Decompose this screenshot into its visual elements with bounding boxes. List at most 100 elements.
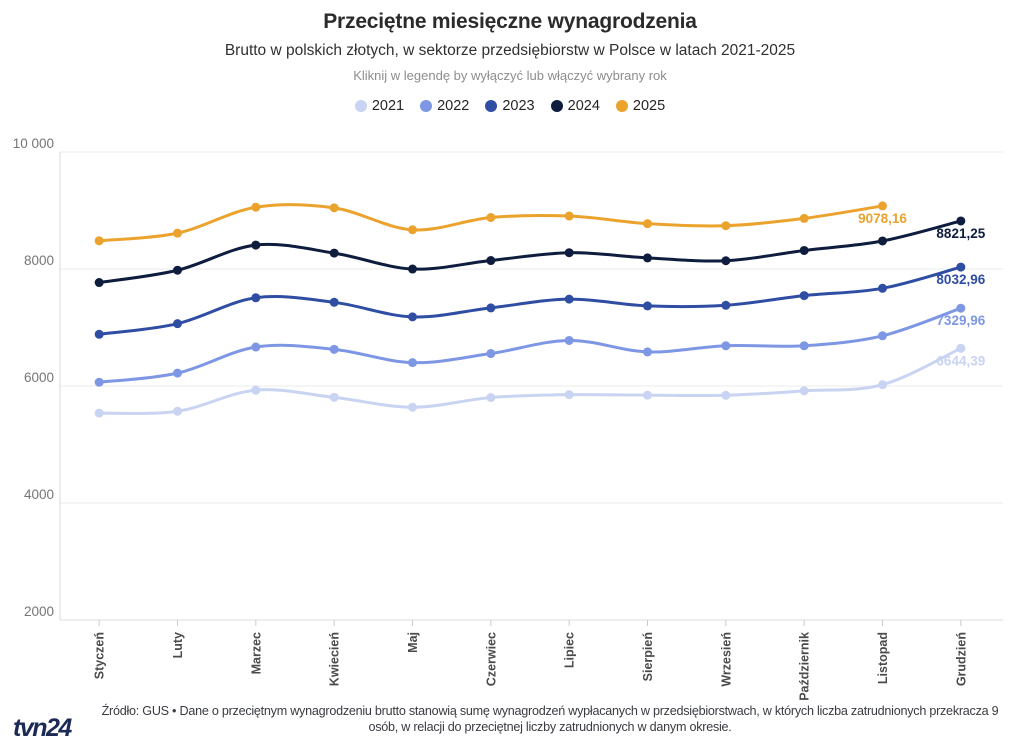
data-point-2023: [956, 262, 966, 272]
end-value-label-2023: 8032,96: [936, 272, 985, 287]
legend-swatch-2023: [485, 100, 498, 112]
data-point-2024: [799, 245, 809, 255]
x-axis-label: Lipiec: [563, 632, 577, 668]
chart-legend: 2021 2022 2023 2024 2025: [0, 98, 1020, 114]
x-axis-label: Grudzień: [954, 632, 968, 686]
legend-swatch-2024: [550, 100, 563, 112]
end-value-label-2024: 8821,25: [936, 226, 985, 241]
legend-item-2021[interactable]: 2021: [354, 98, 405, 114]
legend-item-2023[interactable]: 2023: [485, 98, 535, 114]
chart-subtitle: Brutto w polskich złotych, w sektorze pr…: [224, 42, 796, 59]
x-axis-label: Marzec: [249, 632, 263, 674]
data-point-2022: [878, 331, 887, 341]
data-point-2023: [173, 319, 182, 329]
data-point-2024: [408, 264, 417, 274]
data-point-2025: [408, 225, 417, 235]
data-point-2023: [251, 293, 261, 303]
tvn24-logo: tvn24: [13, 714, 72, 742]
legend-item-2022[interactable]: 2022: [420, 98, 469, 114]
data-point-2022: [408, 358, 417, 368]
x-axis-label: Wrzesień: [719, 632, 733, 687]
series-2024: 8821,25: [94, 216, 986, 288]
x-axis-label: Sierpień: [641, 632, 655, 681]
data-point-2021: [251, 385, 261, 395]
series-2022: 7329,96: [94, 303, 986, 387]
data-point-2024: [956, 216, 966, 226]
data-point-2022: [643, 347, 652, 357]
data-point-2021: [721, 390, 731, 400]
data-point-2023: [643, 301, 652, 311]
legend-label: 2025: [632, 98, 666, 114]
data-point-2023: [799, 291, 809, 301]
series-2025: 9078,16: [94, 201, 907, 246]
data-point-2024: [721, 256, 731, 266]
data-point-2021: [878, 380, 887, 390]
x-axis-label: Maj: [406, 632, 420, 653]
data-point-2022: [173, 368, 182, 378]
x-axis-label: Listopad: [876, 632, 890, 684]
legend-swatch-2022: [420, 100, 433, 112]
legend-label: 2023: [502, 98, 535, 114]
series-2021: 6644,39: [94, 343, 985, 418]
data-point-2025: [643, 219, 652, 229]
data-point-2023: [408, 312, 417, 322]
y-axis-label: 10 000: [13, 136, 54, 151]
data-point-2024: [94, 278, 104, 288]
data-point-2025: [878, 201, 887, 211]
end-value-label-2022: 7329,96: [936, 313, 985, 328]
data-point-2025: [799, 213, 809, 223]
data-point-2021: [173, 406, 182, 416]
data-point-2025: [564, 211, 574, 221]
data-point-2024: [173, 265, 182, 275]
data-point-2025: [721, 221, 731, 231]
data-point-2023: [721, 300, 731, 310]
page-title: Przeciętne miesięczne wynagrodzenia: [323, 10, 697, 33]
data-point-2025: [251, 202, 261, 212]
series-line-2021: [97, 346, 963, 415]
data-point-2024: [878, 236, 887, 246]
series-line-2022: [97, 306, 963, 384]
data-point-2025: [173, 228, 182, 238]
y-axis-label: 2000: [24, 604, 54, 619]
series-line-2023: [97, 265, 963, 336]
data-point-2025: [329, 203, 339, 213]
legend-label: 2024: [567, 98, 600, 114]
data-point-2024: [564, 248, 574, 258]
data-point-2023: [486, 303, 496, 313]
legend-label: 2021: [371, 98, 405, 114]
data-point-2022: [329, 344, 339, 354]
data-point-2025: [486, 213, 496, 223]
legend-label: 2022: [437, 98, 470, 114]
legend-swatch-2021: [354, 100, 367, 112]
y-axis-label: 8000: [24, 253, 54, 268]
data-point-2024: [486, 256, 496, 266]
end-value-label-2021: 6644,39: [936, 353, 985, 368]
x-axis-label: Październik: [798, 632, 812, 701]
series-line-2024: [97, 219, 963, 285]
data-point-2022: [251, 342, 261, 352]
data-point-2021: [564, 390, 574, 400]
data-point-2022: [799, 341, 809, 351]
series-line-2025: [97, 203, 884, 243]
data-point-2023: [564, 294, 574, 304]
data-point-2021: [408, 402, 417, 412]
source-note: Źródło: GUS • Dane o przeciętnym wynagro…: [101, 704, 999, 734]
data-point-2022: [956, 303, 966, 313]
x-axis-label: Czerwiec: [484, 632, 498, 686]
data-point-2022: [94, 377, 104, 387]
data-point-2021: [486, 393, 496, 403]
data-point-2023: [94, 329, 104, 339]
x-axis-label: Luty: [171, 632, 185, 658]
end-value-label-2025: 9078,16: [858, 211, 907, 226]
data-point-2021: [643, 390, 652, 400]
data-point-2021: [94, 408, 104, 418]
data-point-2023: [329, 297, 339, 307]
data-point-2025: [94, 236, 104, 246]
x-axis-label: Kwiecień: [328, 632, 342, 686]
legend-item-2024[interactable]: 2024: [550, 98, 600, 114]
data-point-2023: [878, 283, 887, 293]
legend-swatch-2025: [615, 100, 628, 112]
legend-hint: Kliknij w legendę by wyłączyć lub włączy…: [353, 68, 667, 83]
legend-item-2025[interactable]: 2025: [615, 98, 666, 114]
